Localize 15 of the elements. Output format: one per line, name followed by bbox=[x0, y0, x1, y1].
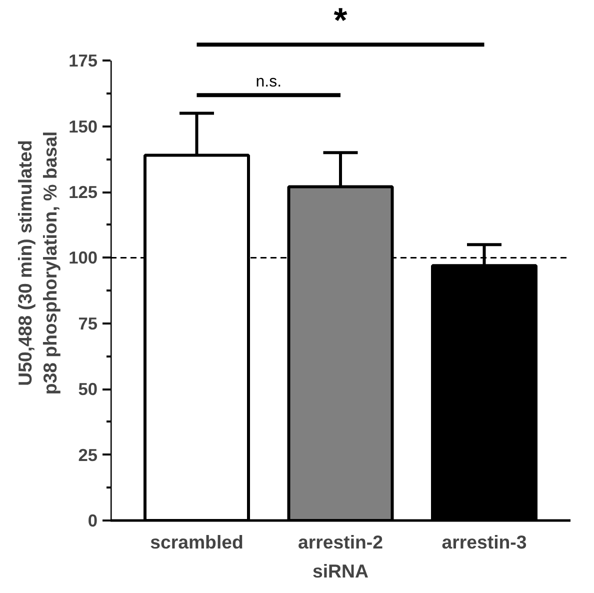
x-tick-label: scrambled bbox=[150, 532, 244, 552]
y-tick-label: 125 bbox=[68, 182, 98, 202]
y-tick-label: 75 bbox=[78, 313, 98, 334]
annotation: n.s. bbox=[256, 74, 282, 91]
y-tick-label: 50 bbox=[78, 379, 98, 400]
x-axis-title: siRNA bbox=[312, 560, 368, 582]
text: * bbox=[334, 2, 348, 40]
y-tick-label: 150 bbox=[68, 116, 98, 136]
y-tick-label: 100 bbox=[68, 248, 98, 268]
x-tick-label: arrestin-2 bbox=[298, 532, 384, 552]
y-tick-label: 25 bbox=[78, 444, 98, 465]
y-axis-title: U50,488 (30 min) stimulated p38 phosphorylation, % basal bbox=[14, 131, 61, 395]
y-tick-label: 175 bbox=[68, 50, 98, 71]
x-tick-label: arrestin-3 bbox=[442, 532, 527, 552]
y-tick-label: 0 bbox=[88, 510, 98, 530]
